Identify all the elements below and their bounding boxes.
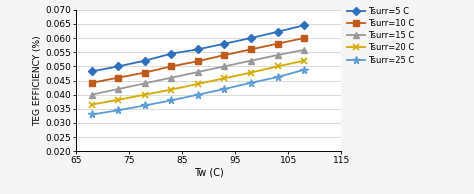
Tsurr=10 C: [89, 82, 95, 84]
Tsurr=20 C: [222, 77, 228, 79]
Tsurr=10 C: [301, 37, 307, 39]
Tsurr=25 C: [169, 99, 174, 101]
X-axis label: Tw (C): Tw (C): [194, 168, 223, 178]
Y-axis label: TEG EFFICIENCY (%): TEG EFFICIENCY (%): [33, 35, 42, 126]
Tsurr=5 C: [195, 48, 201, 50]
Tsurr=20 C: [89, 103, 95, 106]
Tsurr=15 C: [142, 82, 148, 85]
Line: Tsurr=5 C: Tsurr=5 C: [89, 22, 307, 74]
Tsurr=5 C: [116, 65, 121, 68]
Tsurr=15 C: [248, 60, 254, 62]
Tsurr=25 C: [275, 76, 281, 78]
Tsurr=15 C: [222, 65, 228, 68]
Tsurr=5 C: [301, 24, 307, 26]
Tsurr=10 C: [116, 76, 121, 79]
Tsurr=5 C: [169, 52, 174, 55]
Tsurr=5 C: [222, 42, 228, 45]
Tsurr=15 C: [195, 71, 201, 73]
Tsurr=5 C: [89, 70, 95, 73]
Tsurr=15 C: [169, 76, 174, 79]
Tsurr=25 C: [142, 104, 148, 107]
Tsurr=15 C: [116, 88, 121, 90]
Tsurr=10 C: [169, 65, 174, 68]
Tsurr=25 C: [195, 94, 201, 96]
Tsurr=25 C: [222, 88, 228, 90]
Tsurr=5 C: [142, 60, 148, 62]
Tsurr=25 C: [89, 113, 95, 116]
Tsurr=25 C: [301, 69, 307, 71]
Tsurr=15 C: [275, 54, 281, 56]
Tsurr=10 C: [195, 60, 201, 62]
Tsurr=10 C: [275, 42, 281, 45]
Tsurr=20 C: [301, 60, 307, 62]
Tsurr=25 C: [248, 82, 254, 84]
Line: Tsurr=25 C: Tsurr=25 C: [88, 66, 308, 118]
Legend: Tsurr=5 C, Tsurr=10 C, Tsurr=15 C, Tsurr=20 C, Tsurr=25 C: Tsurr=5 C, Tsurr=10 C, Tsurr=15 C, Tsurr…: [346, 7, 414, 65]
Tsurr=5 C: [275, 31, 281, 33]
Line: Tsurr=15 C: Tsurr=15 C: [89, 47, 307, 98]
Tsurr=20 C: [116, 99, 121, 101]
Tsurr=10 C: [248, 48, 254, 50]
Tsurr=20 C: [195, 83, 201, 85]
Tsurr=20 C: [169, 88, 174, 91]
Line: Tsurr=20 C: Tsurr=20 C: [88, 57, 308, 108]
Tsurr=20 C: [275, 65, 281, 68]
Tsurr=5 C: [248, 37, 254, 39]
Tsurr=15 C: [89, 94, 95, 96]
Line: Tsurr=10 C: Tsurr=10 C: [89, 35, 307, 86]
Tsurr=15 C: [301, 49, 307, 51]
Tsurr=10 C: [142, 71, 148, 74]
Tsurr=20 C: [248, 71, 254, 74]
Tsurr=25 C: [116, 109, 121, 111]
Tsurr=20 C: [142, 94, 148, 96]
Tsurr=10 C: [222, 54, 228, 56]
